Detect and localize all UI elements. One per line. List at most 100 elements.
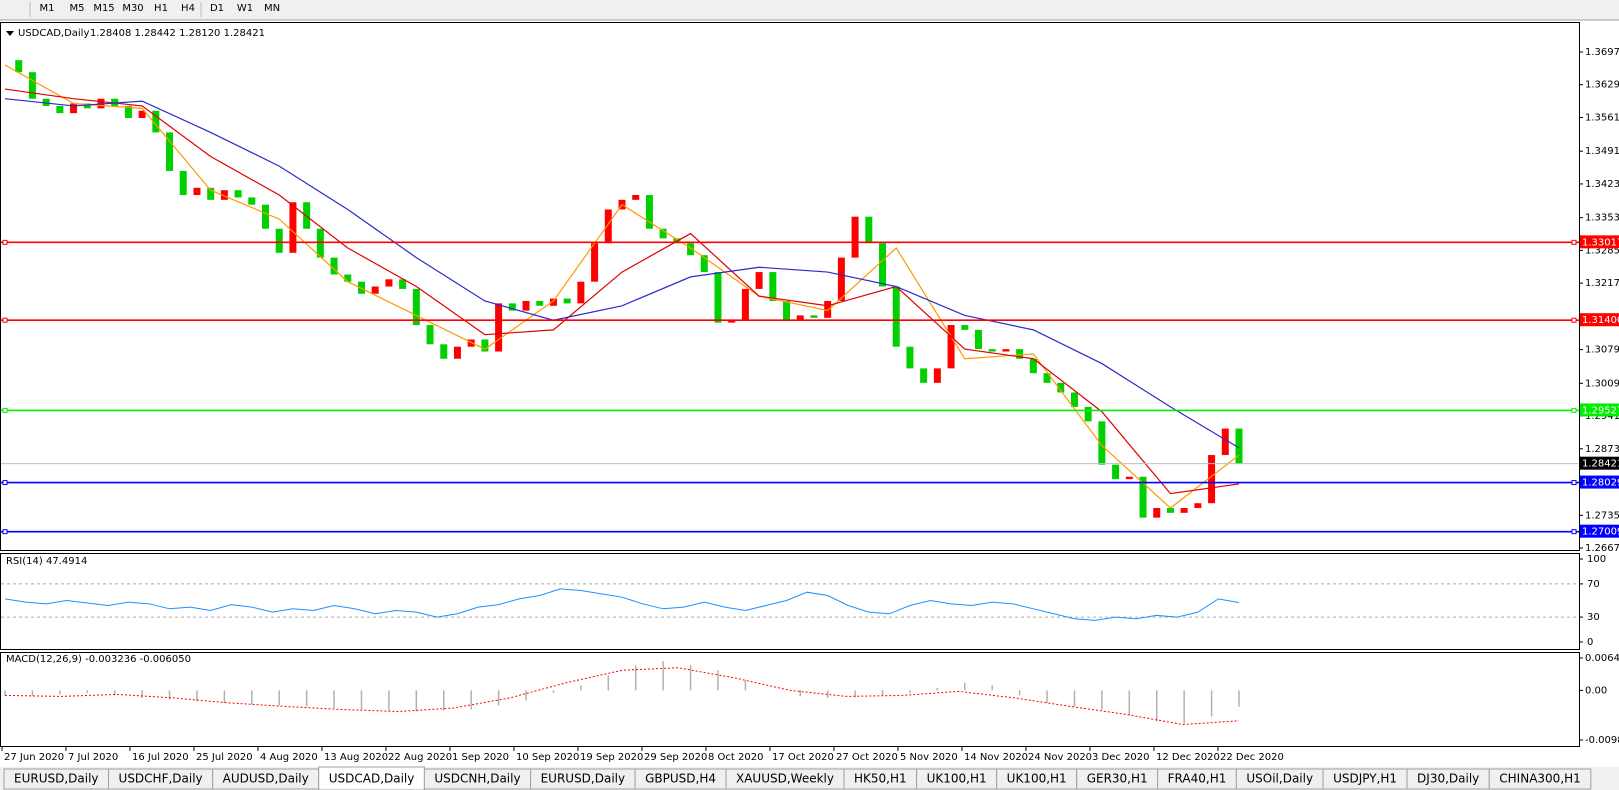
symbol-tab[interactable]: USOil,Daily xyxy=(1235,768,1324,790)
timeframe-button[interactable]: M1 xyxy=(40,3,55,14)
level-handle xyxy=(2,239,8,245)
timeframe-button[interactable]: MN xyxy=(264,3,280,14)
symbol-tab[interactable]: EURUSD,Daily xyxy=(530,768,636,790)
x-tick-label: 7 Jul 2020 xyxy=(68,752,118,763)
y-tick-label: 1.26670 xyxy=(1585,543,1619,554)
candle-body xyxy=(988,349,996,352)
candle-body xyxy=(1084,406,1092,422)
candle-body xyxy=(1043,373,1051,383)
tab-label: AUDUSD,Daily xyxy=(223,772,309,786)
candle-body xyxy=(83,103,91,109)
symbol-tab[interactable]: DJ30,Daily xyxy=(1406,768,1490,790)
x-tick-label: 12 Dec 2020 xyxy=(1156,752,1220,763)
moving-average xyxy=(4,64,1240,509)
candle-body xyxy=(1235,428,1243,464)
timeframe-button[interactable]: M15 xyxy=(93,3,114,14)
x-tick-label: 25 Jul 2020 xyxy=(196,752,253,763)
y-tick-label: 1.32170 xyxy=(1585,278,1619,289)
timeframe-label: M5 xyxy=(70,3,85,14)
y-tick-label: 1.30790 xyxy=(1585,345,1619,356)
x-tick-label: 19 Sep 2020 xyxy=(580,752,643,763)
candle-body xyxy=(412,288,420,326)
symbol-tab[interactable]: EURUSD,Daily xyxy=(3,768,110,790)
timeframe-label: MN xyxy=(264,3,280,14)
candle-body xyxy=(1112,464,1120,480)
tab-label: XAUUSD,Weekly xyxy=(736,772,834,786)
ohlc-readout: 1.28408 1.28442 1.28120 1.28421 xyxy=(90,28,265,39)
y-tick-label: 1.27350 xyxy=(1585,510,1619,521)
macd-panel xyxy=(0,652,1580,747)
candle-body xyxy=(577,281,585,304)
x-tick-label: 1 Sep 2020 xyxy=(452,752,509,763)
timeframe-button[interactable]: D1 xyxy=(210,3,224,14)
symbol-tab[interactable]: HK50,H1 xyxy=(843,768,918,790)
symbol-tab[interactable]: CHINA300,H1 xyxy=(1488,768,1592,790)
symbol-tab[interactable]: USDCAD,Daily xyxy=(318,766,425,790)
timeframe-button[interactable]: H1 xyxy=(154,3,168,14)
timeframe-button[interactable]: M5 xyxy=(70,3,85,14)
timeframe-label: H4 xyxy=(181,3,195,14)
x-tick-label: 14 Nov 2020 xyxy=(964,752,1028,763)
candle-body xyxy=(495,303,503,352)
candle-body xyxy=(426,325,434,345)
symbol-tab[interactable]: AUDUSD,Daily xyxy=(212,768,320,790)
candle-body xyxy=(783,300,791,321)
candle-body xyxy=(179,170,187,196)
candle-body xyxy=(399,279,407,289)
candle-body xyxy=(42,98,50,106)
symbol-tab[interactable]: FRA40,H1 xyxy=(1157,768,1237,790)
y-tick-label: 0.00 xyxy=(1585,685,1607,696)
symbol-tab[interactable]: USDCNH,Daily xyxy=(423,768,532,790)
candle-body xyxy=(152,110,160,133)
symbol-tab[interactable]: USDCHF,Daily xyxy=(108,768,214,790)
candle-body xyxy=(741,288,749,321)
candle-body xyxy=(124,105,132,118)
candle-body xyxy=(220,190,228,200)
candle-body xyxy=(536,300,544,306)
timeframe-button[interactable]: W1 xyxy=(237,3,253,14)
candle-body xyxy=(659,228,667,239)
chart-symbol: USDCAD,Daily xyxy=(18,28,89,39)
candle-body xyxy=(138,110,146,118)
candle-body xyxy=(892,286,900,347)
candle-body xyxy=(645,195,653,229)
candle-body xyxy=(549,298,557,306)
y-tick-label: 1.29410 xyxy=(1585,411,1619,422)
timeframe-button[interactable]: H4 xyxy=(181,3,195,14)
symbol-tab[interactable]: UK100,H1 xyxy=(996,768,1078,790)
timeframe-button[interactable]: M30 xyxy=(122,3,143,14)
symbol-tab[interactable]: XAUUSD,Weekly xyxy=(725,768,845,790)
x-tick-label: 17 Oct 2020 xyxy=(772,752,834,763)
level-handle xyxy=(2,529,8,535)
last-price-label: 1.28421 xyxy=(1582,459,1619,470)
x-tick-label: 3 Dec 2020 xyxy=(1092,752,1150,763)
symbol-tab[interactable]: GBPUSD,H4 xyxy=(634,768,727,790)
candle-body xyxy=(262,204,270,229)
symbol-tab[interactable]: UK100,H1 xyxy=(916,768,998,790)
candle-body xyxy=(961,325,969,330)
candle-body xyxy=(70,103,78,114)
x-tick-label: 22 Dec 2020 xyxy=(1220,752,1284,763)
tab-label: DJ30,Daily xyxy=(1417,772,1479,786)
macd-title: MACD(12,26,9) -0.003236 -0.006050 xyxy=(6,654,191,665)
candle-body xyxy=(810,315,818,318)
y-tick-label: 1.34230 xyxy=(1585,179,1619,190)
candle-body xyxy=(1098,421,1106,465)
candle-body xyxy=(1057,382,1065,393)
tab-label: USOil,Daily xyxy=(1246,772,1313,786)
x-tick-label: 16 Jul 2020 xyxy=(132,752,189,763)
candle-body xyxy=(28,72,36,99)
candle-body xyxy=(453,346,461,359)
candle-body xyxy=(1139,476,1147,518)
tab-label: UK100,H1 xyxy=(927,772,987,786)
symbol-tab[interactable]: GER30,H1 xyxy=(1076,768,1159,790)
y-tick-label: 0.00644 xyxy=(1585,653,1619,664)
tab-label: USDCHF,Daily xyxy=(119,772,203,786)
x-tick-label: 22 Aug 2020 xyxy=(388,752,452,763)
symbol-tab[interactable]: USDJPY,H1 xyxy=(1322,768,1408,790)
level-handle xyxy=(1571,529,1577,535)
candle-body xyxy=(837,257,845,301)
candle-body xyxy=(193,187,201,196)
